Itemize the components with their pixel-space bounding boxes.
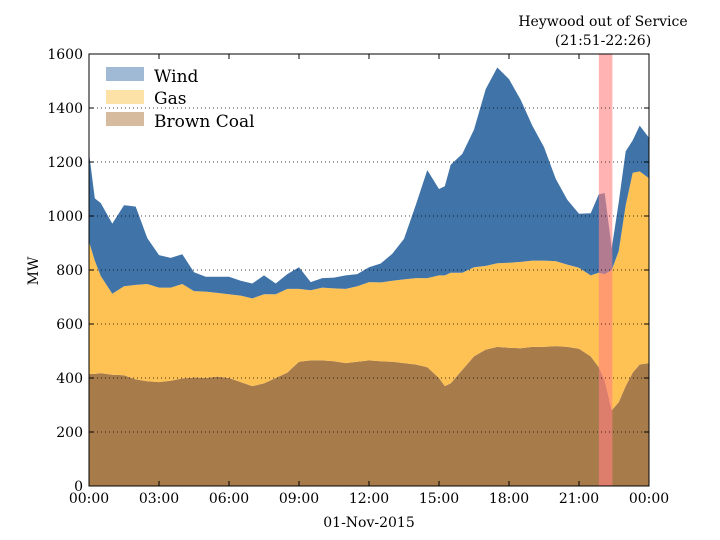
y-tick-label: 1200 [47,155,83,171]
area-wind [89,67,649,299]
axis-ticks: 0 200 400 600 800 1000 1200 1400 1600 00:00 03:00 0… [47,47,669,507]
area-series-group [89,67,649,486]
y-tick-label: 400 [56,371,83,387]
y-axis-label: MW [26,256,42,285]
gridlines [89,107,649,433]
area-brown-coal [89,346,649,486]
x-tick-label: 21:00 [559,491,599,507]
legend-swatch-gas [106,90,144,104]
y-tick-label: 0 [74,479,83,495]
y-tick-label: 200 [56,425,83,441]
y-tick-label: 1600 [47,47,83,63]
legend: Wind Gas Brown Coal [106,67,255,132]
area-gas [89,171,649,411]
legend-swatch-wind [106,67,144,81]
legend-swatch-brown-coal [106,112,144,126]
x-axis-label: 01-Nov-2015 [323,515,415,531]
event-annotation-line1: Heywood out of Service [518,14,687,30]
y-tick-label: 600 [56,317,83,333]
y-tick-label: 1400 [47,101,83,117]
y-tick-label: 800 [56,263,83,279]
x-tick-label: 00:00 [629,491,669,507]
x-tick-label: 06:00 [209,491,249,507]
legend-label-wind: Wind [154,67,199,87]
event-annotation-line2: (21:51-22:26) [555,33,651,49]
legend-label-brown-coal: Brown Coal [154,112,255,132]
x-tick-label: 15:00 [419,491,459,507]
x-tick-label: 12:00 [349,491,389,507]
x-tick-label: 03:00 [139,491,179,507]
y-tick-label: 1000 [47,209,83,225]
x-tick-label: 09:00 [279,491,319,507]
x-tick-label: 00:00 [69,491,109,507]
legend-label-gas: Gas [154,89,186,109]
x-tick-label: 18:00 [489,491,529,507]
